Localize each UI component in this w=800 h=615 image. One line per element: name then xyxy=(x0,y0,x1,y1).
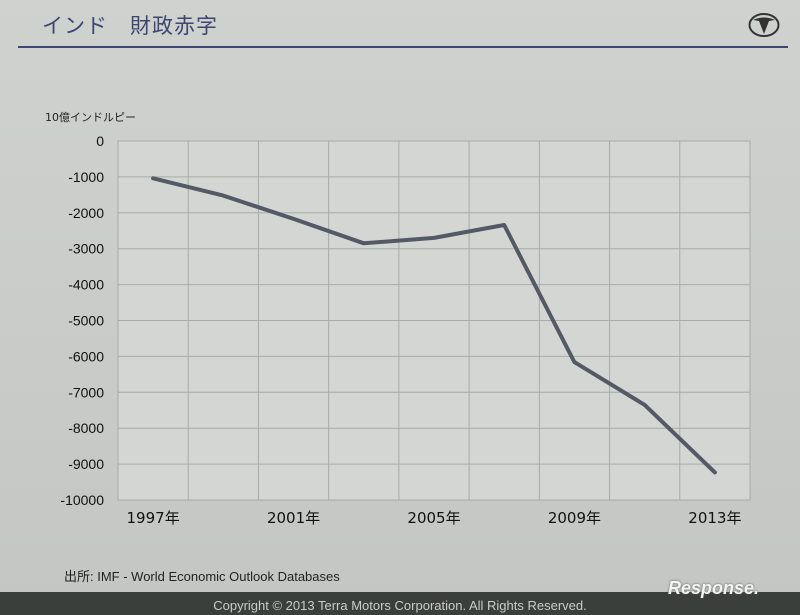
x-tick-label: 2009年 xyxy=(548,509,601,527)
x-tick-label: 2001年 xyxy=(267,509,320,527)
copyright-text: Copyright © 2013 Terra Motors Corporatio… xyxy=(213,598,587,613)
watermark-logo: Response. xyxy=(668,578,760,598)
data-point xyxy=(713,470,717,474)
y-tick-label: -8000 xyxy=(68,420,104,436)
y-tick-label: -5000 xyxy=(68,313,104,329)
data-point xyxy=(643,403,647,407)
y-tick-label: -1000 xyxy=(68,169,104,185)
y-tick-label: -10000 xyxy=(60,492,104,508)
data-point xyxy=(362,241,366,245)
y-tick-label: -6000 xyxy=(68,348,104,364)
y-tick-label: -2000 xyxy=(68,205,104,221)
y-axis-ticks: 0 -1000 -2000 -3000 -4000 -5000 -6000 -7000 -800… xyxy=(60,133,104,508)
data-point xyxy=(502,223,506,227)
y-tick-label: -4000 xyxy=(68,277,104,293)
chart-grid xyxy=(117,140,751,501)
y-axis-unit-label: 10億インドルピー xyxy=(45,111,136,124)
y-tick-label: 0 xyxy=(96,133,104,149)
data-point xyxy=(221,194,225,198)
x-tick-label: 2013年 xyxy=(688,509,741,527)
data-point xyxy=(151,176,155,180)
y-tick-label: -3000 xyxy=(68,241,104,257)
data-point xyxy=(292,217,296,221)
slide-title: インド 財政赤字 xyxy=(42,14,218,38)
y-tick-label: -9000 xyxy=(68,456,104,472)
source-note: 出所: IMF - World Economic Outlook Databas… xyxy=(64,569,340,584)
slide-header: インド 財政赤字 xyxy=(0,0,800,50)
y-tick-label: -7000 xyxy=(68,384,104,400)
chart-series xyxy=(151,176,717,475)
brand-logo-icon xyxy=(748,13,780,37)
data-point xyxy=(432,236,436,240)
data-point xyxy=(572,360,576,364)
header-divider xyxy=(18,46,788,48)
x-axis-ticks: 1997年 2001年 2005年 2009年 2013年 xyxy=(127,509,742,527)
x-tick-label: 2005年 xyxy=(407,509,460,527)
x-tick-label: 1997年 xyxy=(127,509,180,527)
footer-bar xyxy=(0,592,800,615)
